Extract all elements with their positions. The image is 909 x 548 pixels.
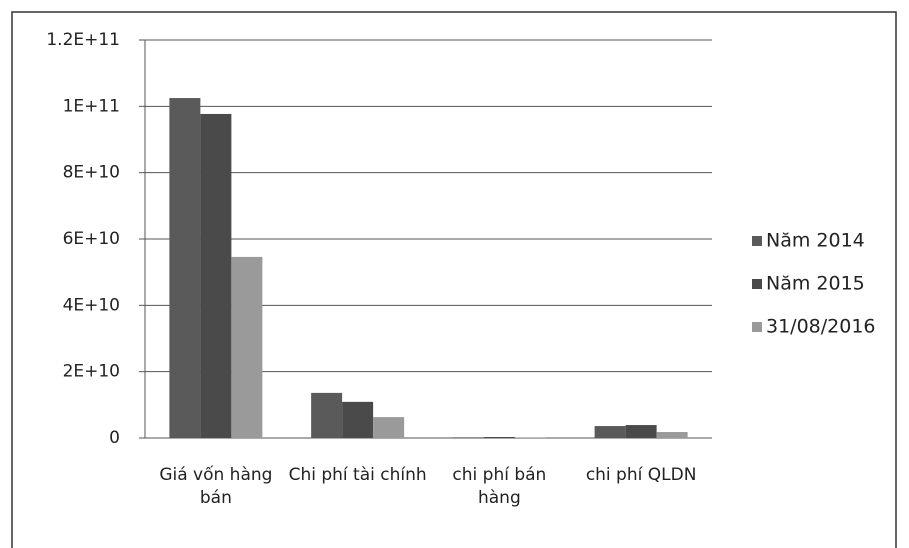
y-tick-label: 2E+10 — [63, 362, 120, 382]
bar — [594, 426, 626, 438]
bar — [231, 256, 263, 438]
bar — [342, 401, 374, 438]
x-tick-label: Chi phí tài chính — [288, 465, 427, 485]
legend-label: Năm 2015 — [766, 273, 865, 295]
bar — [625, 425, 657, 438]
x-tick-label: chi phí bán hàng — [452, 465, 547, 508]
bar — [200, 113, 232, 438]
bar — [656, 432, 688, 438]
x-tick-label: chi phí QLDN — [585, 465, 697, 485]
x-tick-label: Giá vốn hàng bán — [159, 465, 273, 508]
legend-label: Năm 2014 — [766, 230, 865, 252]
legend-swatch — [752, 279, 762, 289]
legend-swatch — [752, 322, 762, 332]
y-tick-label: 1.2E+11 — [46, 30, 120, 50]
y-tick-label: 6E+10 — [63, 229, 120, 249]
bar — [452, 437, 484, 438]
y-tick-label: 8E+10 — [63, 163, 120, 183]
legend-label: 31/08/2016 — [766, 316, 876, 338]
y-tick-label: 4E+10 — [63, 295, 120, 315]
bar — [373, 417, 405, 438]
y-tick-label: 1E+11 — [63, 96, 120, 116]
bar — [169, 98, 201, 439]
y-tick-label: 0 — [109, 428, 120, 448]
bar — [311, 392, 343, 438]
chart-border — [11, 11, 897, 548]
bar — [483, 437, 515, 438]
legend-swatch — [752, 236, 762, 246]
